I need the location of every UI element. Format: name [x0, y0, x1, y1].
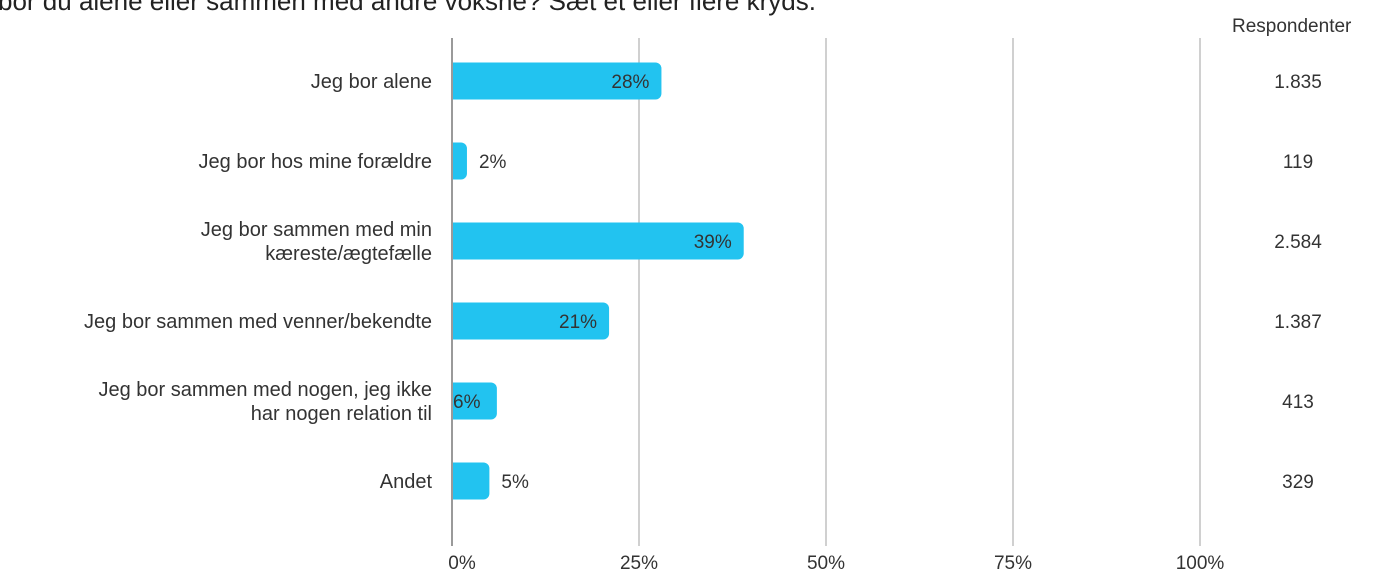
data-label: 2%	[479, 152, 507, 173]
bar-left-edge	[452, 62, 459, 100]
x-tick-label: 0%	[448, 553, 476, 574]
data-label: 39%	[694, 232, 732, 253]
category-label: Jeg bor sammen med nogen, jeg ikke har no…	[98, 379, 432, 425]
chart-title: bor du alene eller sammen med andre voks…	[0, 0, 816, 16]
respondent-count: 119	[1283, 152, 1313, 173]
bar-left-edge	[452, 382, 459, 420]
bar	[452, 62, 662, 100]
category-label-line: Jeg bor sammen med nogen, jeg ikke	[98, 379, 432, 401]
category-label-line: har nogen relation til	[251, 403, 432, 425]
x-tick-label: 100%	[1176, 553, 1225, 574]
category-label-line: Jeg bor alene	[311, 71, 432, 93]
bar-left-edge	[452, 302, 459, 340]
data-label: 6%	[453, 392, 481, 413]
category-label: Jeg bor sammen med min kæreste/ægtefælle	[201, 219, 432, 265]
bar	[452, 382, 497, 420]
respondent-count: 413	[1282, 392, 1314, 413]
category-label-line: kæreste/ægtefælle	[265, 243, 432, 265]
respondents-column-header: Respondenter	[1232, 16, 1352, 37]
respondent-count: 1.835	[1274, 72, 1322, 93]
category-label-line: Andet	[380, 471, 433, 493]
bar-left-edge	[452, 222, 459, 260]
x-tick-label: 25%	[620, 553, 658, 574]
category-label: Jeg bor alene	[311, 71, 432, 93]
bar	[452, 222, 744, 260]
respondent-count: 1.387	[1274, 312, 1322, 333]
bar	[452, 462, 490, 500]
x-tick-label: 75%	[994, 553, 1032, 574]
data-label: 21%	[559, 312, 597, 333]
bar-left-edge	[452, 142, 459, 180]
category-label-line: Jeg bor sammen med min	[201, 219, 432, 241]
respondent-count: 329	[1282, 472, 1314, 493]
bar	[452, 302, 610, 340]
category-label-line: Jeg bor sammen med venner/bekendte	[84, 311, 432, 333]
data-label: 5%	[501, 472, 529, 493]
x-tick-label: 50%	[807, 553, 845, 574]
category-label: Andet	[380, 471, 433, 493]
bar-left-edge	[452, 462, 459, 500]
category-label: Jeg bor sammen med venner/bekendte	[84, 311, 432, 333]
category-label-line: Jeg bor hos mine forældre	[199, 151, 432, 173]
respondent-count: 2.584	[1274, 232, 1322, 253]
data-label: 28%	[611, 72, 649, 93]
category-label: Jeg bor hos mine forældre	[199, 151, 432, 173]
